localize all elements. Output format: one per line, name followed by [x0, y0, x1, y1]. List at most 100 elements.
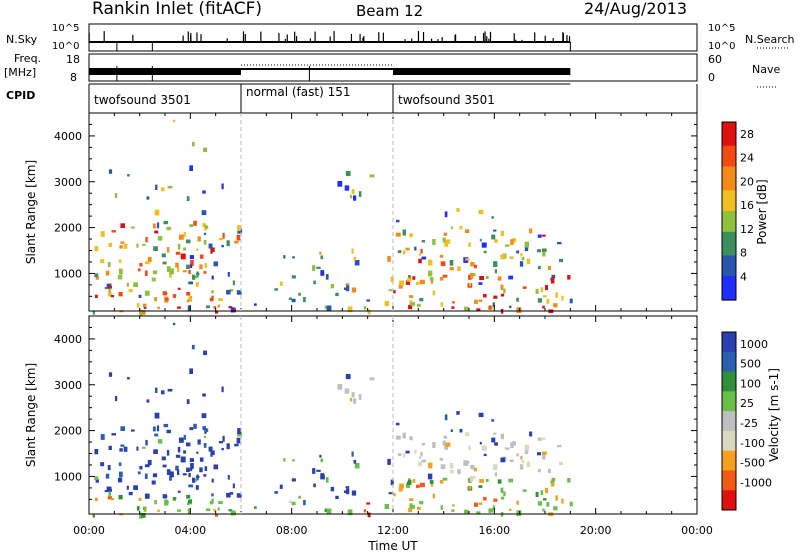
- velocity-cell: [491, 437, 496, 443]
- power-cell: [421, 240, 426, 243]
- power-cell: [190, 260, 194, 266]
- velocity-cell: [136, 446, 139, 451]
- velocity-cell: [335, 495, 339, 500]
- power-cell: [136, 303, 140, 308]
- velocity-cell: [535, 491, 539, 497]
- power-cell: [137, 268, 141, 272]
- power-cell: [203, 271, 207, 274]
- cpid-segment-label: twofsound 3501: [94, 93, 191, 107]
- velocity-cell: [152, 426, 156, 432]
- power-cell: [397, 250, 402, 254]
- velocity-cell: [119, 448, 123, 452]
- power-cell: [402, 250, 406, 255]
- velocity-cell: [202, 393, 206, 397]
- power-cell: [366, 299, 371, 302]
- power-cell: [535, 288, 539, 294]
- velocity-cell: [143, 509, 147, 513]
- power-cell: [472, 273, 476, 277]
- nsky-label: N.Sky: [6, 33, 38, 46]
- velocity-cell: [485, 478, 489, 482]
- velocity-cell: [516, 510, 522, 516]
- velocity-cell: [188, 499, 192, 504]
- velocity-cell: [510, 442, 514, 448]
- power-cell: [177, 266, 180, 272]
- velocity-cell: [123, 446, 128, 452]
- velocity-cell: [144, 473, 148, 479]
- velocity-cell: [325, 477, 329, 483]
- y-tick-label: 3000: [54, 379, 82, 392]
- velocity-axes: 1000 2000 3000 4000: [54, 315, 698, 514]
- velocity-cell: [120, 426, 125, 431]
- power-cell: [524, 241, 529, 248]
- power-cell: [569, 298, 573, 304]
- velocity-cell: [106, 486, 112, 491]
- power-cell: [444, 211, 448, 218]
- colorbar-tick-label: -500: [740, 457, 765, 470]
- power-cell: [213, 261, 219, 267]
- power-cell: [491, 234, 496, 240]
- power-cell: [444, 242, 448, 247]
- power-cell: [303, 297, 306, 303]
- velocity-cell: [226, 492, 231, 498]
- power-cell: [166, 226, 171, 231]
- velocity-cell: [537, 452, 541, 456]
- velocity-cell: [218, 441, 223, 444]
- power-cell: [298, 292, 301, 296]
- power-cell: [182, 270, 187, 273]
- velocity-cell: [398, 487, 403, 492]
- velocity-cell: [504, 447, 510, 450]
- velocity-cell: [154, 412, 160, 419]
- colorbar-step: [722, 124, 736, 129]
- velocity-cell: [291, 478, 296, 482]
- velocity-cell: [516, 453, 520, 457]
- power-cell: [405, 247, 410, 251]
- velocity-cell: [395, 422, 400, 426]
- power-cell: [104, 287, 110, 290]
- velocity-cell: [337, 384, 343, 390]
- velocity-cell: [187, 508, 191, 514]
- x-axis-title: Time UT: [367, 539, 418, 553]
- colorbar-tick-label: 8: [740, 247, 747, 260]
- velocity-cell: [154, 500, 157, 505]
- colorbar-tick-label: 100: [740, 377, 761, 390]
- velocity-cell: [409, 498, 414, 502]
- velocity-cell: [213, 464, 219, 470]
- velocity-cell: [405, 484, 410, 488]
- power-cell: [351, 287, 357, 293]
- velocity-cell: [500, 496, 505, 500]
- velocity-cell: [145, 439, 148, 446]
- velocity-cell: [187, 502, 190, 506]
- power-cell: [100, 259, 105, 264]
- power-cell: [500, 254, 506, 260]
- velocity-cell: [457, 469, 461, 475]
- freq-strip: Freq. [MHz] 18 8 Nave 60 0: [4, 52, 780, 88]
- power-cell: [233, 308, 236, 313]
- power-cell: [120, 223, 125, 228]
- power-cell: [516, 297, 519, 302]
- velocity-cell: [128, 491, 133, 496]
- nsearch-tick-top: 10^5: [708, 23, 735, 34]
- velocity-cell: [177, 446, 181, 453]
- power-cell: [209, 297, 214, 302]
- power-cell: [407, 278, 412, 282]
- power-cell: [165, 298, 169, 301]
- velocity-cell: [345, 374, 351, 380]
- power-cell: [169, 273, 172, 278]
- power-cell: [516, 307, 522, 313]
- velocity-cell: [465, 461, 470, 464]
- colorbar-step: [722, 166, 736, 171]
- velocity-cell: [418, 456, 421, 459]
- colorbar-step: [722, 470, 736, 491]
- velocity-cell: [274, 491, 278, 494]
- velocity-cell: [353, 459, 357, 464]
- power-cell: [196, 272, 200, 275]
- power-cell: [419, 298, 424, 302]
- power-cell: [172, 294, 177, 297]
- power-cell: [432, 290, 435, 296]
- y-tick-label: 4000: [54, 333, 82, 346]
- velocity-cell: [569, 501, 573, 507]
- power-cell: [139, 263, 143, 267]
- velocity-cell: [203, 474, 207, 477]
- velocity-cell: [211, 450, 215, 456]
